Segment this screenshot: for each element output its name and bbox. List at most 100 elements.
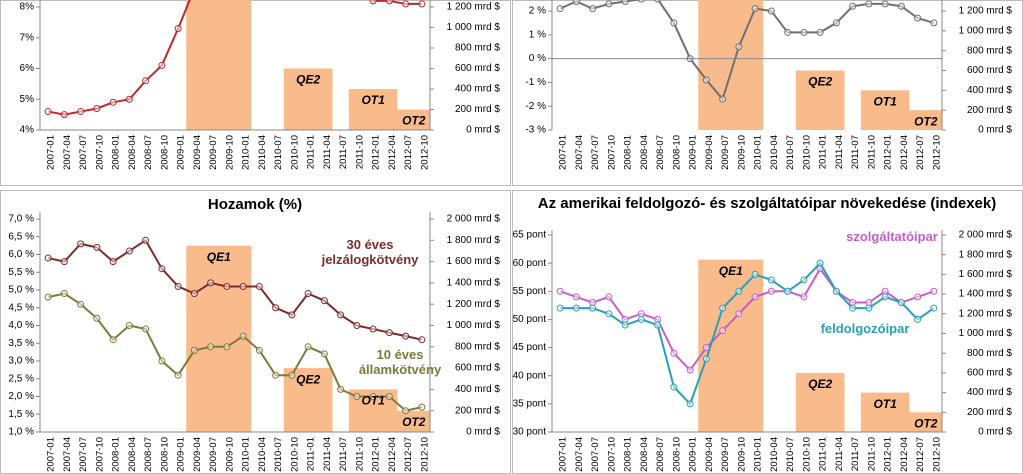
series-point <box>60 290 68 298</box>
series-point <box>320 297 328 305</box>
y-tick-label: 1 % <box>529 29 546 40</box>
y-tick-label: 0 % <box>529 53 546 64</box>
series-point <box>60 258 68 266</box>
series-point <box>637 315 645 323</box>
y2-tick-label: 2 000 mrd $ <box>959 230 1013 241</box>
x-tick-label: 2008-04 <box>127 437 138 472</box>
series-point <box>735 287 743 295</box>
y-tick-label: 2,5 % <box>8 373 34 384</box>
x-tick-label: 2007-04 <box>62 135 73 170</box>
x-tick-label: 2012-04 <box>899 135 910 170</box>
y2-tick-label: 1 800 mrd $ <box>959 249 1013 260</box>
y2-tick-label: 0 mrd $ <box>978 125 1012 136</box>
x-tick-label: 2008-07 <box>143 437 154 472</box>
x-tick-label: 2008-10 <box>159 437 170 472</box>
x-tick-label: 2011-10 <box>354 135 365 169</box>
y-tick-label: 45 pont <box>513 342 547 353</box>
series-point <box>353 393 361 400</box>
panel-frame <box>512 0 1023 186</box>
series-point <box>369 0 377 5</box>
y-tick-label: 7,0 % <box>8 214 34 225</box>
series-point <box>849 304 857 312</box>
x-tick-label: 2010-01 <box>241 135 252 170</box>
x-tick-label: 2011-07 <box>850 437 861 471</box>
x-tick-label: 2012-01 <box>883 437 894 472</box>
y2-tick-label: 1 400 mrd $ <box>447 278 501 289</box>
series-point <box>637 310 645 318</box>
y-tick-label: 3,5 % <box>8 338 34 349</box>
series-point <box>735 310 743 318</box>
y2-tick-label: 1 000 mrd $ <box>959 328 1013 339</box>
series-point <box>605 0 613 8</box>
x-tick-label: 2007-04 <box>574 135 585 170</box>
x-tick-label: 2008-07 <box>655 135 666 170</box>
y2-tick-label: 800 mrd $ <box>455 43 500 54</box>
x-tick-label: 2010-01 <box>753 135 764 170</box>
y-tick-label: 60 pont <box>513 258 547 269</box>
series-point <box>207 279 215 287</box>
series-point <box>402 407 410 415</box>
x-tick-label: 2011-07 <box>338 135 349 169</box>
x-tick-label: 2008-04 <box>639 437 650 472</box>
series-name: 30 éves jelzálogkötvény <box>321 237 419 267</box>
series-point <box>402 332 410 340</box>
bar-label: OT1 <box>361 394 385 408</box>
series-point <box>589 299 597 307</box>
y-tick-label: 2 % <box>529 6 546 17</box>
x-tick-label: 2007-10 <box>94 135 105 170</box>
x-tick-label: 2011-01 <box>818 135 829 169</box>
x-tick-label: 2007-07 <box>590 135 601 170</box>
chart-title: Az amerikai feldolgozó- és szolgáltatóip… <box>537 195 997 212</box>
bar-label: OT2 <box>402 114 426 128</box>
series-point <box>605 293 613 301</box>
series-point <box>784 28 792 36</box>
series-point <box>272 371 280 379</box>
series-point <box>670 349 678 357</box>
x-tick-label: 2010-07 <box>273 437 284 472</box>
x-tick-label: 2012-01 <box>371 437 382 472</box>
series-point <box>385 0 393 5</box>
series-point <box>44 108 52 116</box>
x-tick-label: 2007-04 <box>62 437 73 472</box>
x-tick-label: 2009-01 <box>688 437 699 472</box>
series-name: 10 éves államkötvény <box>358 347 442 377</box>
x-tick-label: 2007-01 <box>46 135 57 170</box>
x-tick-label: 2011-10 <box>866 135 877 169</box>
series-point <box>239 282 247 290</box>
series-point <box>190 346 198 354</box>
x-tick-label: 2009-04 <box>704 437 715 472</box>
plot <box>44 236 430 432</box>
x-tick-label: 2010-10 <box>801 135 812 170</box>
series-point <box>670 19 678 27</box>
series-point <box>751 293 759 301</box>
program-bar <box>909 412 942 432</box>
x-tick-label: 2007-04 <box>574 437 585 472</box>
x-tick-label: 2009-04 <box>192 135 203 170</box>
x-tick-label: 2011-01 <box>306 135 317 169</box>
series-point <box>637 0 645 3</box>
y2-tick-label: 600 mrd $ <box>967 65 1012 76</box>
y-tick-label: 1,0 % <box>8 427 34 438</box>
x-tick-label: 2008-10 <box>671 437 682 472</box>
x-tick-label: 2010-07 <box>273 135 284 170</box>
x-tick-label: 2009-10 <box>736 437 747 472</box>
panel-frame <box>0 0 511 186</box>
x-tick-label: 2009-07 <box>720 437 731 472</box>
series-point <box>109 336 117 344</box>
series-point <box>897 299 905 307</box>
series-point <box>109 98 117 106</box>
series-point <box>369 393 377 400</box>
series-point <box>572 304 580 312</box>
x-tick-label: 2012-10 <box>931 135 942 170</box>
series-point <box>93 104 101 112</box>
y2-tick-label: 2 000 mrd $ <box>447 214 501 225</box>
series-point <box>654 321 662 329</box>
series-point <box>239 332 247 340</box>
y-tick-label: 7% <box>20 32 35 43</box>
panel: QE2 OT1 OT2 4% 5% 6% 7% 8% 0 mrd $ 200 mrd $ 400 m… <box>0 0 511 186</box>
x-tick-label: 2009-07 <box>208 135 219 170</box>
series-point <box>77 300 85 308</box>
x-tick-label: 2011-07 <box>850 135 861 169</box>
x-tick-label: 2007-07 <box>78 135 89 170</box>
